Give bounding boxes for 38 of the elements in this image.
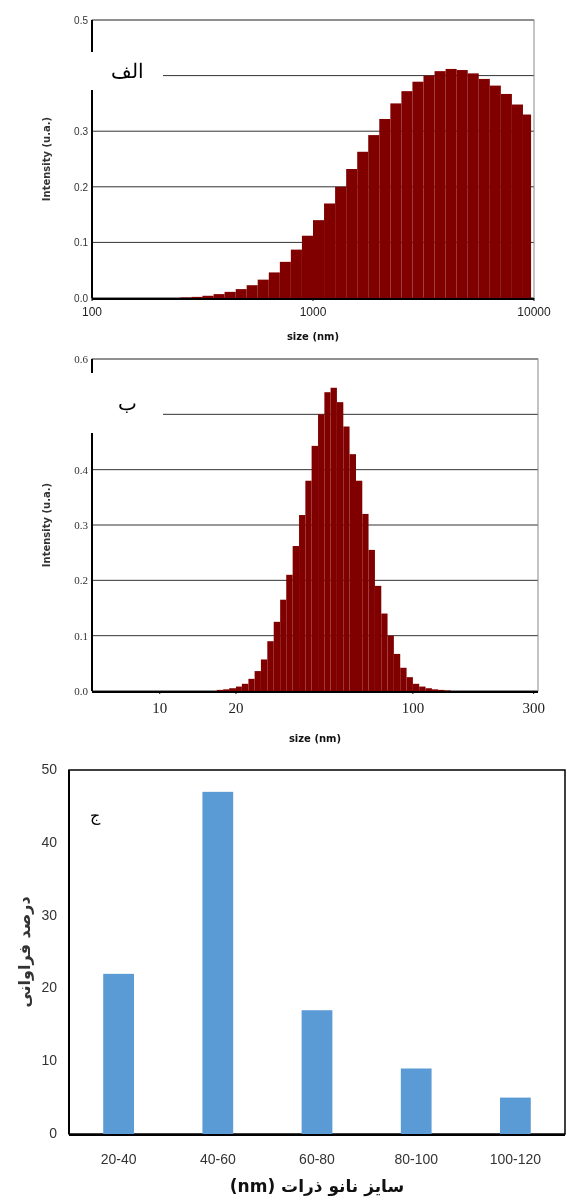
y-axis-title: Intensity (u.a.) <box>41 482 52 568</box>
x-tick-label: 10000 <box>517 305 552 319</box>
y-tick-label: 0.2 <box>74 181 89 193</box>
y-tick-label: 0.1 <box>74 629 88 642</box>
x-tick-label: 80-100 <box>394 1151 439 1167</box>
x-tick-label: 60-80 <box>299 1151 336 1167</box>
x-tick-label: 20 <box>228 700 244 716</box>
y-tick-label: 0.5 <box>74 15 89 26</box>
y-tick-label: 0.3 <box>74 126 89 138</box>
x-tick-label: 100 <box>81 305 103 319</box>
y-tick-label: 0.0 <box>74 685 89 697</box>
x-axis-title: size (nm) <box>286 331 340 342</box>
y-tick-label: 0.0 <box>74 293 89 304</box>
y-tick-label: 0.1 <box>74 237 89 249</box>
x-axis-title: size (nm) <box>288 733 342 744</box>
y-tick-label: 0.4 <box>74 463 89 476</box>
x-tick-label: 10 <box>152 700 168 716</box>
annotation: ج <box>90 805 101 825</box>
annotation: ب <box>117 391 137 415</box>
y-axis-title: درصد فراوانی <box>15 896 34 1008</box>
y-tick-label: 10 <box>41 1052 58 1069</box>
y-tick-label: 40 <box>41 833 58 850</box>
y-tick-label: 0.3 <box>74 519 89 531</box>
y-tick-label: 50 <box>41 761 58 777</box>
annotation: الف <box>110 59 144 83</box>
x-axis-title: سایز نانو ذرات (nm) <box>229 1176 405 1197</box>
y-tick-label: 20 <box>41 979 58 996</box>
x-tick-label: 20-40 <box>100 1151 137 1167</box>
y-tick-label: 0 <box>49 1125 58 1141</box>
x-tick-label: 1000 <box>299 305 327 319</box>
y-tick-label: 0.6 <box>74 353 89 365</box>
x-tick-label: 100 <box>401 700 425 716</box>
x-tick-label: 300 <box>522 700 545 716</box>
y-tick-label: 0.2 <box>74 574 88 587</box>
x-tick-label: 40-60 <box>199 1151 236 1167</box>
y-axis-title: Intensity (u.a.) <box>41 116 52 202</box>
y-tick-label: 30 <box>41 906 58 923</box>
x-tick-label: 100-120 <box>489 1151 542 1167</box>
